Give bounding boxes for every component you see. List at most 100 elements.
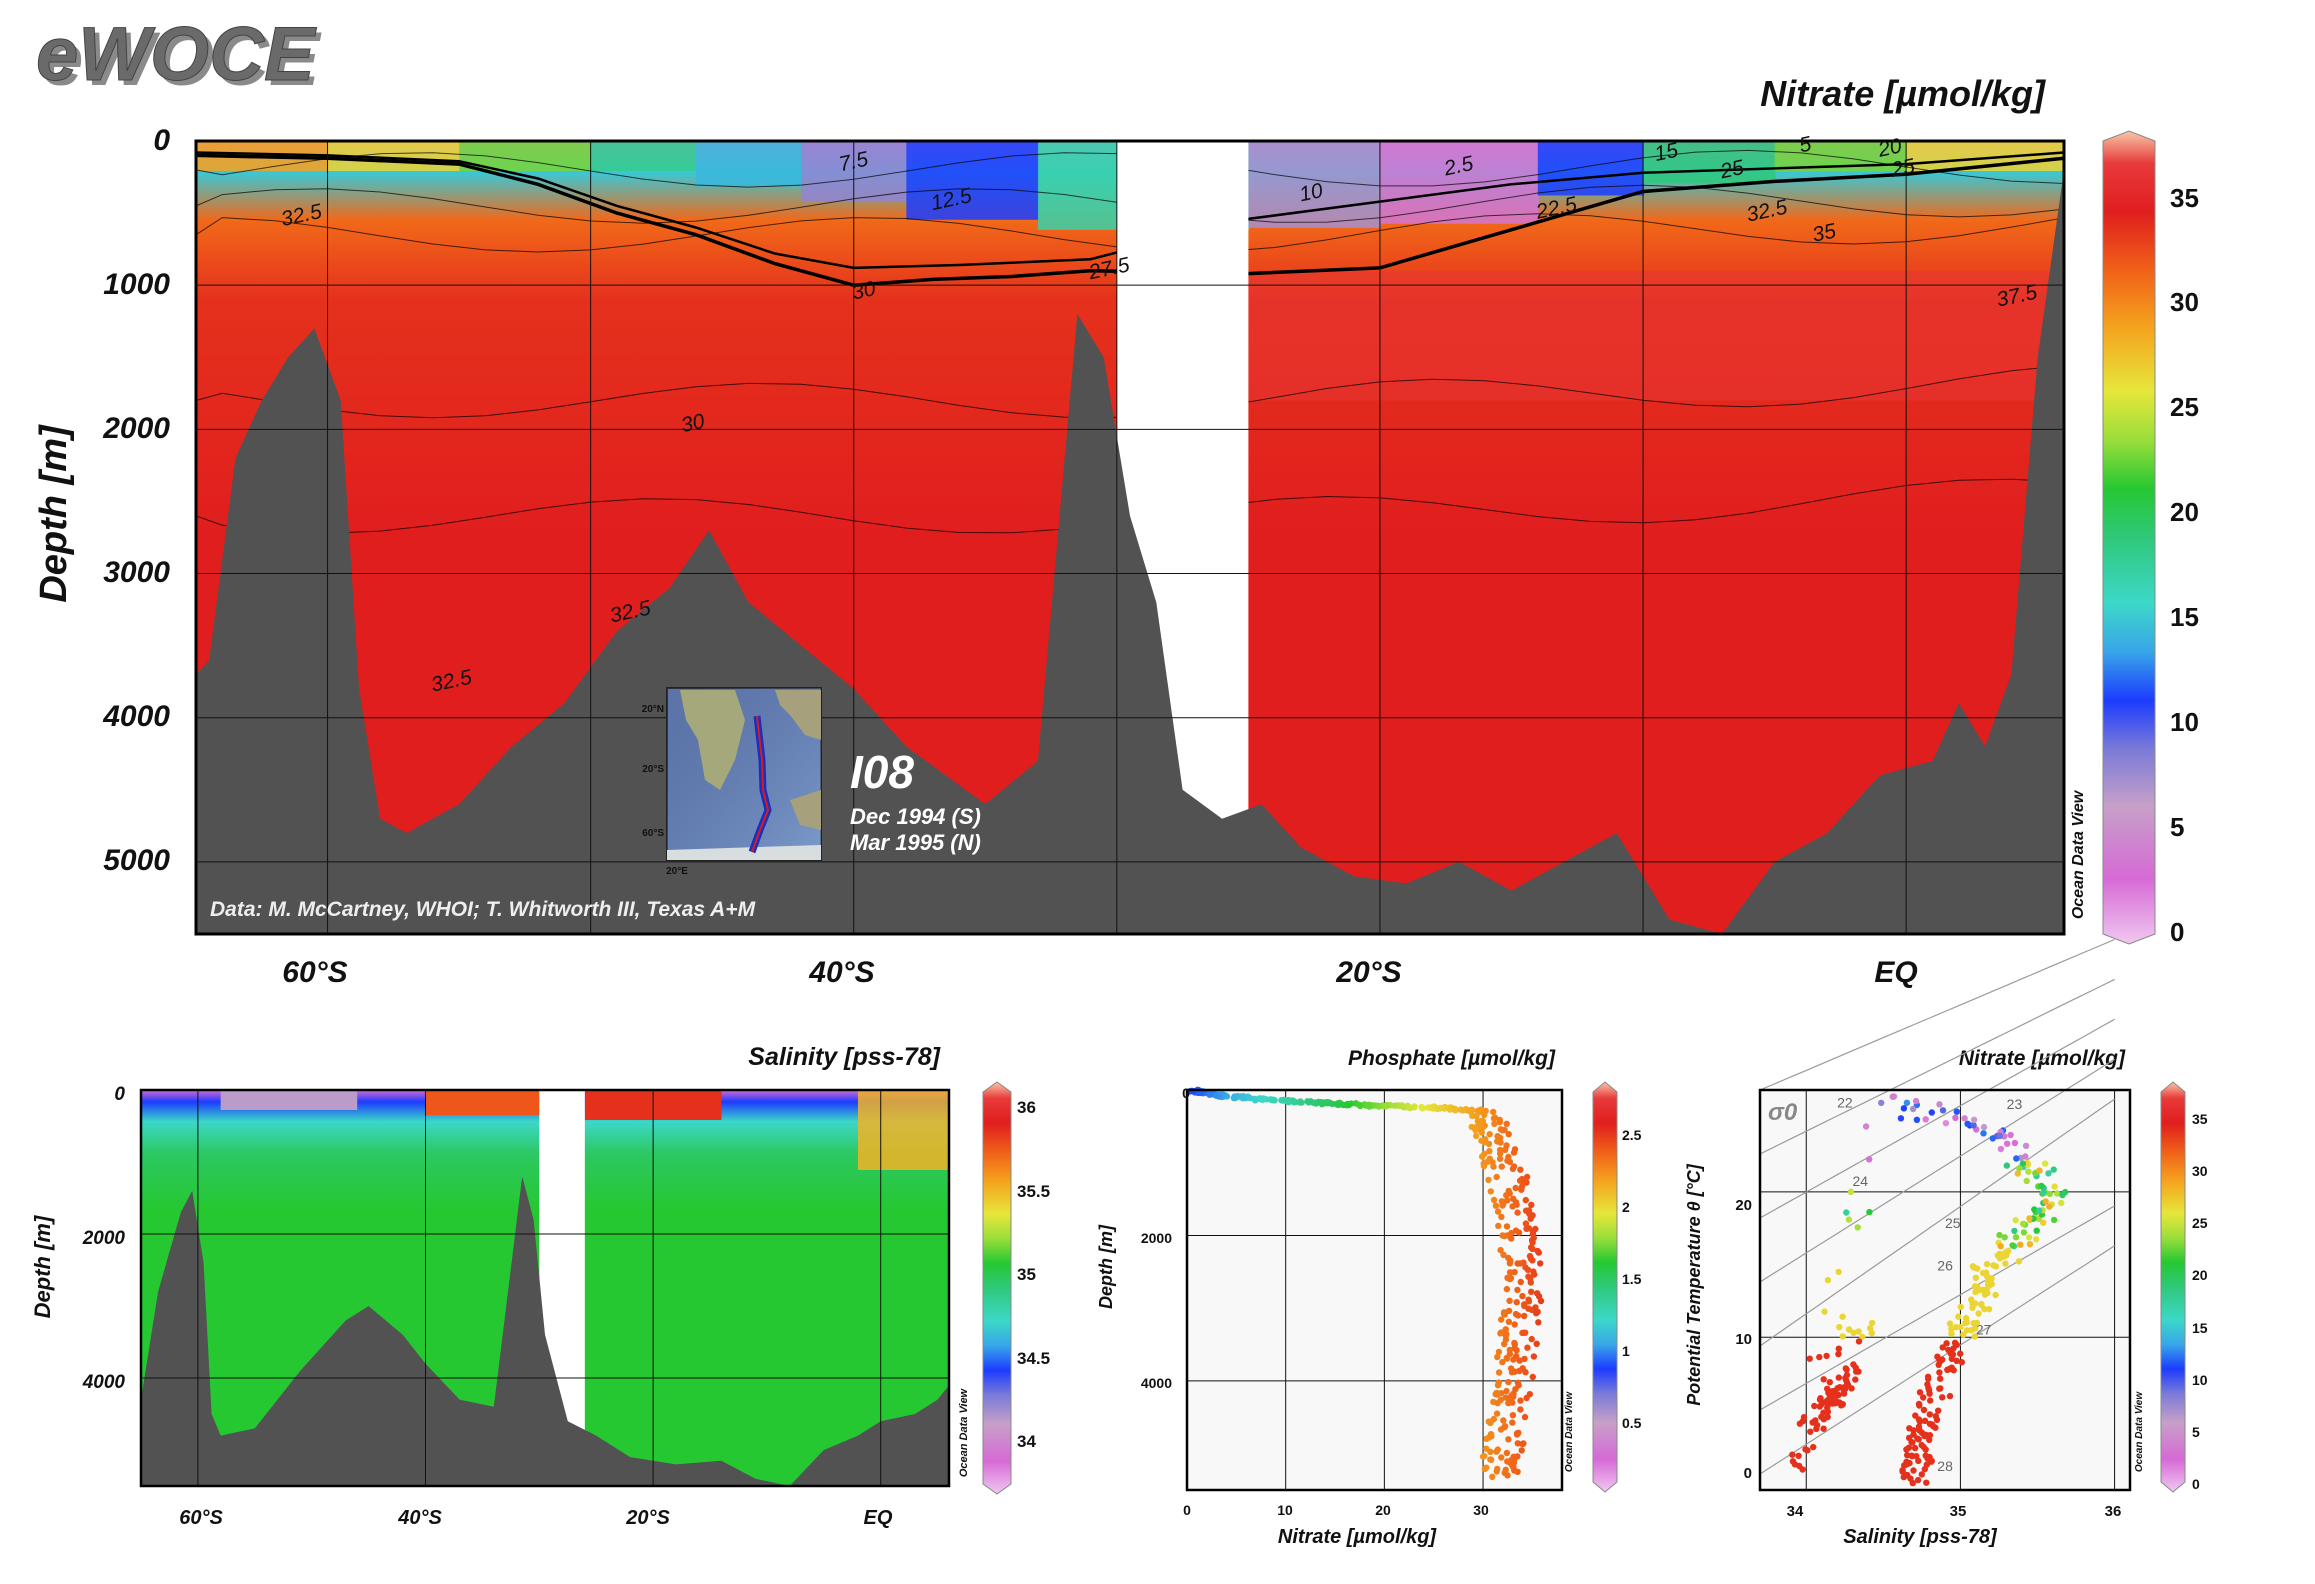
data-point	[1915, 1423, 1923, 1431]
data-point	[1418, 1103, 1425, 1111]
y-tick: 0	[114, 1084, 125, 1105]
data-point	[1529, 1239, 1536, 1246]
data-point	[1862, 1123, 1870, 1130]
data-point	[2012, 1234, 2020, 1241]
data-point	[1503, 1192, 1510, 1199]
data-point	[1935, 1361, 1942, 1369]
data-point	[1921, 1432, 1928, 1440]
data-point	[1972, 1300, 1979, 1307]
data-point	[1975, 1310, 1982, 1317]
x-tick: 30	[1473, 1502, 1489, 1518]
data-point	[1500, 1251, 1507, 1259]
data-point	[1791, 1461, 1799, 1468]
inset-lon-label: 20°E	[666, 866, 688, 877]
data-point	[1511, 1321, 1518, 1328]
ts-x-axis-label: Salinity [pss-78]	[1843, 1526, 1998, 1548]
colorbar-tick: 35	[1017, 1265, 1036, 1284]
data-point	[1521, 1177, 1528, 1185]
data-point	[1847, 1188, 1855, 1196]
x-tick: 35	[1950, 1503, 1967, 1520]
data-point	[1817, 1395, 1824, 1402]
data-point	[1521, 1355, 1528, 1363]
x-tick: 20°S	[1335, 956, 1401, 989]
data-point	[1491, 1120, 1498, 1128]
data-point	[1990, 1262, 1997, 1269]
data-point	[1997, 1243, 2004, 1250]
data-point	[1478, 1129, 1486, 1136]
colorbar-tick: 1.5	[1622, 1271, 1642, 1287]
salinity-surface-band	[425, 1090, 540, 1115]
data-point	[1957, 1323, 1964, 1331]
data-point	[1939, 1344, 1946, 1351]
data-point	[2033, 1227, 2040, 1234]
contour-label: 35	[1810, 219, 1838, 246]
data-point	[2036, 1167, 2043, 1174]
cruise-date-north: Mar 1995 (N)	[850, 830, 981, 855]
y-tick: 0	[1744, 1465, 1752, 1482]
data-point	[2004, 1140, 2011, 1147]
data-point	[1953, 1108, 1961, 1115]
surface-band	[1379, 141, 1539, 224]
odv-watermark: Ocean Data View	[2070, 789, 2087, 919]
data-point	[1807, 1428, 1814, 1435]
data-point	[1525, 1207, 1533, 1214]
data-point	[2019, 1160, 2027, 1167]
salinity-section-plot	[139, 1088, 951, 1488]
data-point	[1909, 1105, 1917, 1113]
data-point	[1518, 1447, 1525, 1454]
salinity-colorbar	[982, 1081, 1012, 1495]
colorbar-tick: 5	[2170, 812, 2184, 842]
data-point	[1473, 1112, 1480, 1120]
data-point	[1795, 1452, 1802, 1460]
data-point	[1948, 1330, 1955, 1337]
data-point	[1512, 1184, 1519, 1192]
surface-band	[695, 141, 803, 187]
colorbar-gradient	[2160, 1081, 2186, 1493]
phosphate-scatter: Phosphate [µmol/kg] Depth [m] Nitrate [µ…	[1096, 1047, 1642, 1548]
data-point	[1810, 1443, 1817, 1451]
data-point	[1506, 1158, 1514, 1166]
data-point	[1905, 1434, 1913, 1442]
data-point	[1948, 1364, 1955, 1371]
data-point	[1971, 1333, 1979, 1340]
data-point	[1928, 1109, 1936, 1116]
data-point	[1813, 1425, 1820, 1433]
data-point	[1213, 1092, 1220, 1099]
data-point	[1789, 1451, 1796, 1458]
data-point	[1512, 1310, 1520, 1318]
data-point	[1495, 1348, 1503, 1356]
data-point	[1514, 1286, 1521, 1294]
data-point	[1487, 1419, 1494, 1427]
data-point	[1534, 1308, 1541, 1316]
nitrate-colorbar	[2102, 130, 2156, 945]
colorbar-tick: 35	[2170, 183, 2199, 213]
data-point	[1936, 1101, 1943, 1108]
data-point	[1207, 1090, 1214, 1098]
bathymetry	[196, 169, 2064, 935]
data-point	[1835, 1350, 1842, 1358]
data-point	[1939, 1394, 1946, 1401]
data-point	[2007, 1131, 2014, 1139]
ts-y-axis-label: Potential Temperature θ [°C]	[1684, 1163, 1704, 1406]
data-point	[1290, 1097, 1297, 1105]
colorbar-gradient	[1592, 1081, 1618, 1493]
plot-frame	[1758, 1088, 2132, 1492]
data-point	[1997, 1145, 2005, 1153]
data-point	[1957, 1350, 1964, 1357]
data-point	[1246, 1094, 1254, 1102]
ts-colorbar	[2160, 1081, 2186, 1493]
data-point	[1500, 1201, 1507, 1208]
y-tick: 0	[1182, 1085, 1190, 1101]
data-point	[1992, 1291, 1999, 1299]
data-credit: Data: M. McCartney, WHOI; T. Whitworth I…	[210, 898, 756, 921]
data-point	[1922, 1116, 1929, 1123]
data-point	[1973, 1319, 1981, 1327]
data-point	[1824, 1276, 1832, 1284]
data-point	[1307, 1098, 1314, 1105]
data-point	[1918, 1471, 1926, 1478]
data-point	[1399, 1103, 1406, 1110]
data-point	[1855, 1338, 1863, 1345]
isopycnal-line	[1759, 1205, 2115, 1411]
contour-label: 25	[1888, 155, 1917, 183]
